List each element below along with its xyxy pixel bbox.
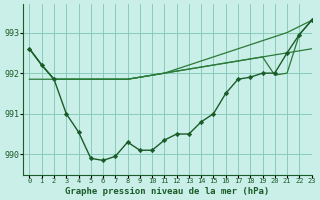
X-axis label: Graphe pression niveau de la mer (hPa): Graphe pression niveau de la mer (hPa): [65, 187, 269, 196]
